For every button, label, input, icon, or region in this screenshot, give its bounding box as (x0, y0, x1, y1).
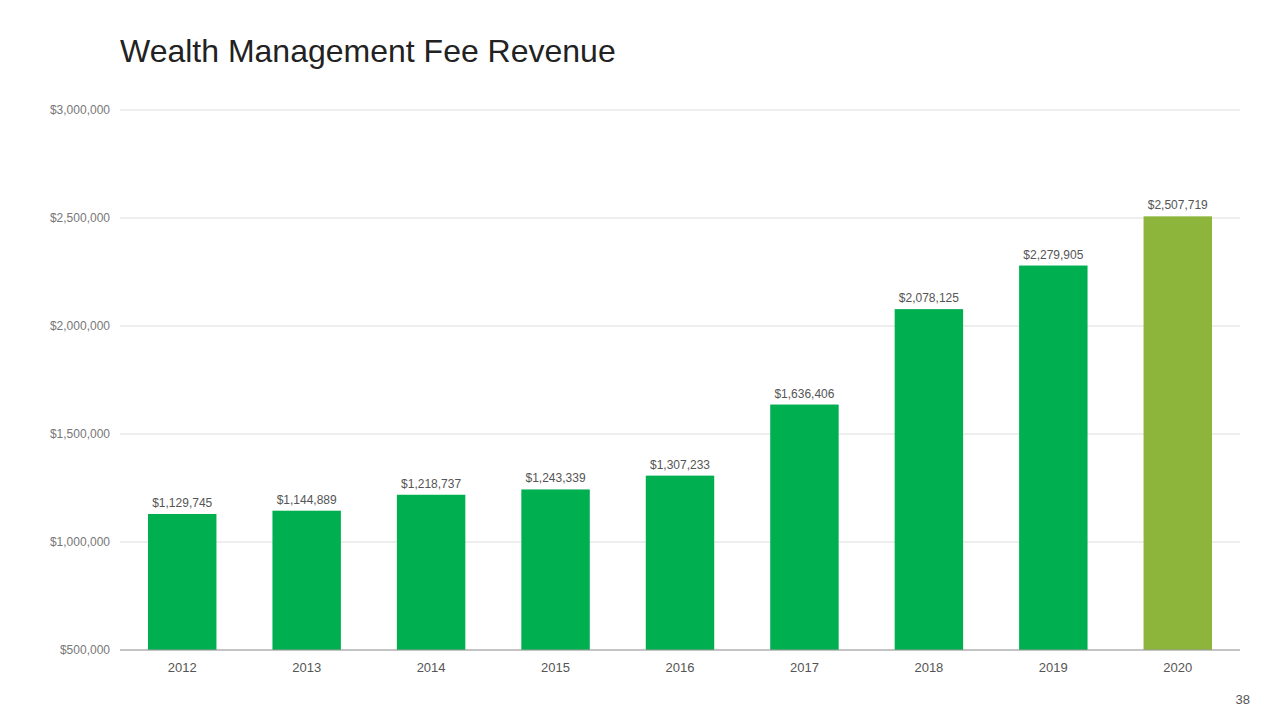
bar (895, 309, 963, 650)
grid-line (120, 218, 1240, 219)
data-label: $1,129,745 (152, 496, 212, 510)
y-tick-label: $3,000,000 (50, 103, 110, 117)
bar (397, 495, 465, 650)
x-tick-label: 2019 (1039, 660, 1068, 675)
data-label: $2,279,905 (1023, 248, 1083, 262)
bar (646, 476, 714, 650)
bar (1019, 266, 1087, 650)
page: {"chart_data": { "type": "bar", "title":… (0, 0, 1280, 720)
data-label: $1,636,406 (774, 387, 834, 401)
chart-container: Wealth Management Fee Revenue $500,000 $1,… (0, 0, 1280, 720)
bar (148, 514, 216, 650)
bars (148, 216, 1212, 650)
x-tick-label: 2018 (914, 660, 943, 675)
chart-title: Wealth Management Fee Revenue (120, 33, 616, 69)
data-labels: $1,129,745 $1,144,889 $1,218,737 $1,243,339… (152, 198, 1208, 510)
x-tick-label: 2016 (666, 660, 695, 675)
y-tick-label: $2,500,000 (50, 211, 110, 225)
x-tick-label: 2017 (790, 660, 819, 675)
grid-line (120, 650, 1240, 651)
x-tick-label: 2013 (292, 660, 321, 675)
bar (770, 405, 838, 650)
data-label: $2,507,719 (1148, 198, 1208, 212)
data-label: $1,144,889 (277, 493, 337, 507)
x-tick-labels: 2012 2013 2014 2015 2016 2017 2018 2019 2020 (168, 660, 1192, 675)
y-tick-labels: $500,000 $1,000,000 $1,500,000 $2,000,000 $2… (50, 103, 110, 657)
x-tick-label: 2015 (541, 660, 570, 675)
x-tick-label: 2014 (417, 660, 446, 675)
x-tick-label: 2020 (1163, 660, 1192, 675)
annotation: 38 (1236, 692, 1250, 707)
data-label: $1,218,737 (401, 477, 461, 491)
chart-svg: Wealth Management Fee Revenue $500,000 $1,… (0, 0, 1280, 720)
y-tick-label: $2,000,000 (50, 319, 110, 333)
y-tick-label: $500,000 (60, 643, 110, 657)
data-label: $1,243,339 (526, 471, 586, 485)
data-label: $2,078,125 (899, 291, 959, 305)
bar (272, 511, 340, 650)
y-tick-label: $1,500,000 (50, 427, 110, 441)
bar (521, 489, 589, 650)
x-axis-line (120, 650, 1240, 651)
bar (1144, 216, 1212, 650)
x-tick-label: 2012 (168, 660, 197, 675)
y-tick-label: $1,000,000 (50, 535, 110, 549)
grid-line (120, 110, 1240, 111)
data-label: $1,307,233 (650, 458, 710, 472)
